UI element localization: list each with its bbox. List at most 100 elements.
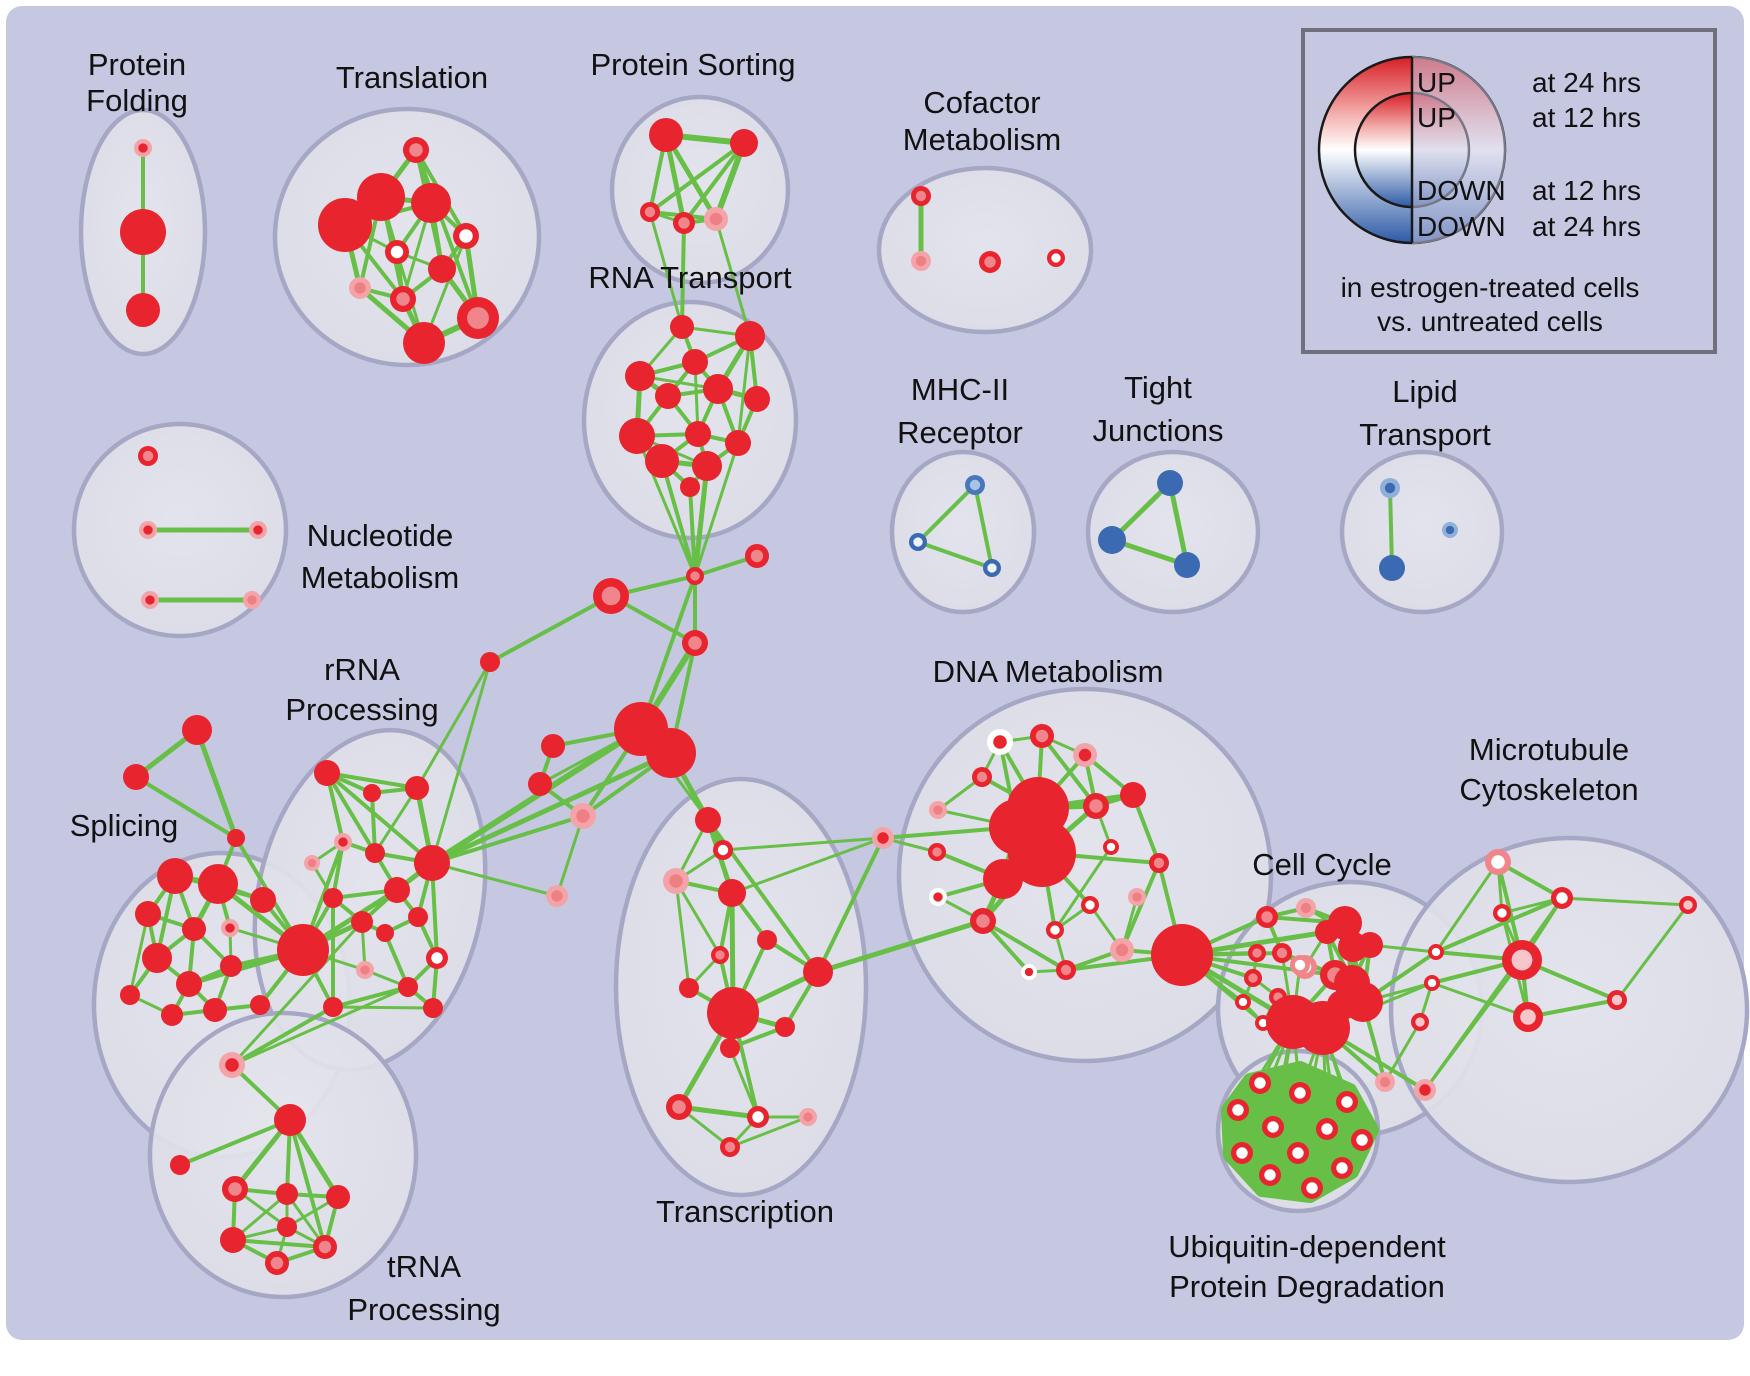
- network-node-core: [933, 805, 943, 815]
- network-edge: [430, 861, 559, 898]
- network-node: [1379, 555, 1405, 581]
- cluster-label-line: Folding: [86, 83, 188, 118]
- cluster-label-line: Translation: [336, 60, 488, 95]
- cluster-label-splicing: Splicing: [70, 808, 179, 843]
- network-node: [619, 418, 655, 454]
- network-node: [142, 943, 172, 973]
- network-node-core: [1306, 1182, 1318, 1194]
- network-node-core: [1078, 748, 1092, 762]
- network-node-core: [338, 837, 348, 847]
- network-node-core: [976, 771, 988, 783]
- cluster-label-ubiquitin-degradation: Ubiquitin-dependent Protein Degradation: [1168, 1229, 1446, 1304]
- cluster-label-translation: Translation: [336, 60, 488, 95]
- network-edge: [816, 836, 885, 974]
- cluster-label-line: rRNA: [324, 652, 400, 687]
- network-edge: [1120, 861, 1161, 952]
- network-node-core: [913, 537, 923, 547]
- network-node-core: [145, 595, 155, 605]
- network-node: [670, 315, 694, 339]
- network-node-core: [803, 1112, 813, 1122]
- network-edge: [721, 836, 885, 852]
- network-node-core: [1341, 1096, 1353, 1108]
- network-edge: [1237, 1101, 1348, 1111]
- network-node-core: [1491, 855, 1505, 869]
- network-node-core: [390, 245, 404, 259]
- network-node-core: [1379, 1076, 1391, 1088]
- network-edge: [430, 660, 492, 865]
- network-node-core: [1321, 1123, 1333, 1135]
- network-node: [692, 451, 722, 481]
- network-node: [405, 776, 429, 800]
- network-node: [411, 183, 451, 223]
- legend-faded-half: [1412, 56, 1506, 244]
- network-node-core: [715, 950, 725, 960]
- network-node: [625, 361, 655, 391]
- legend-time-label: at 12 hrs: [1532, 102, 1641, 133]
- cluster-label-line: Cofactor: [923, 85, 1040, 120]
- network-node: [384, 877, 410, 903]
- network-node-core: [1252, 948, 1262, 958]
- network-node: [126, 293, 160, 327]
- network-node-core: [1415, 1017, 1425, 1027]
- network-node-core: [1683, 900, 1693, 910]
- network-node: [227, 829, 245, 847]
- network-node-core: [1089, 799, 1103, 813]
- network-edge: [1241, 1128, 1328, 1154]
- cluster-label-microtubule-cytoskeleton: Microtubule Cytoskeleton: [1459, 732, 1638, 807]
- network-node-core: [307, 858, 317, 868]
- network-node: [655, 383, 681, 409]
- cluster-label-tight-junctions: Tight Junctions: [1093, 370, 1224, 448]
- network-edge: [676, 1104, 761, 1120]
- network-node-core: [976, 914, 990, 928]
- cluster-ellipse-lipid-transport: [1339, 449, 1505, 615]
- network-node: [1098, 526, 1126, 554]
- network-node: [176, 971, 202, 997]
- network-node-core: [688, 636, 702, 650]
- cluster-label-line: Tight: [1124, 370, 1192, 405]
- cluster-label-line: MHC-II: [911, 372, 1009, 407]
- legend-time-label: at 12 hrs: [1532, 175, 1641, 206]
- network-edge: [128, 912, 150, 997]
- network-edge: [430, 814, 585, 865]
- network-node: [1296, 1001, 1350, 1055]
- network-edge: [714, 217, 752, 338]
- legend-footer-line: in estrogen-treated cells: [1341, 272, 1640, 303]
- legend: UP at 24 hrs UP at 12 hrs DOWN at 12 hrs DOWN a…: [1301, 28, 1717, 354]
- network-node-core: [752, 1111, 764, 1123]
- network-node: [1151, 924, 1213, 986]
- network-node-core: [1132, 892, 1142, 902]
- network-node-core: [1085, 900, 1095, 910]
- network-node-core: [1115, 943, 1129, 957]
- network-edge: [370, 791, 377, 855]
- network-node-core: [143, 525, 153, 535]
- network-node-core: [1024, 967, 1034, 977]
- network-node-core: [1050, 925, 1060, 935]
- cluster-ellipse-mhc-ii-receptor: [889, 449, 1037, 615]
- network-edge: [230, 1005, 335, 1067]
- network-node: [277, 924, 329, 976]
- network-node-core: [724, 1141, 736, 1153]
- cluster-label-line: Ubiquitin-dependent: [1168, 1229, 1446, 1264]
- network-edge: [194, 727, 239, 841]
- network-node-core: [1236, 1147, 1248, 1159]
- cluster-label-protein-folding: Protein Folding: [86, 47, 188, 118]
- network-node-core: [933, 892, 943, 902]
- network-node: [365, 843, 385, 863]
- network-node-core: [1520, 1009, 1536, 1025]
- network-node: [357, 173, 405, 221]
- network-node-core: [1445, 525, 1455, 535]
- network-node: [682, 349, 708, 375]
- network-edge: [415, 660, 492, 790]
- cluster-ellipse-trna-processing: [147, 1010, 419, 1300]
- network-edge: [815, 918, 986, 975]
- network-node-core: [253, 525, 263, 535]
- cluster-label-line: Nucleotide: [307, 518, 453, 553]
- network-node-core: [1419, 1084, 1431, 1096]
- network-edge: [1434, 896, 1564, 954]
- network-edge: [178, 1118, 292, 1167]
- network-node: [1174, 552, 1200, 578]
- cluster-ellipse-rna-transport: [581, 299, 799, 541]
- network-node: [157, 858, 193, 894]
- network-node: [803, 957, 833, 987]
